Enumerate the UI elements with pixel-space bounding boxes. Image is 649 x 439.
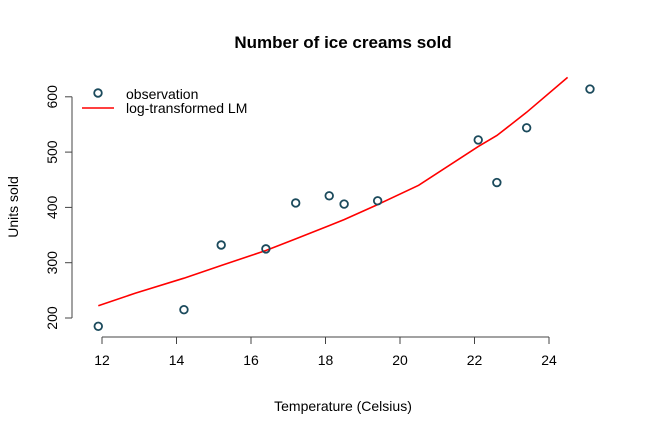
x-tick-label: 18 [318,352,334,368]
legend-point-swatch [93,88,103,98]
observation-point [585,84,595,94]
legend-label: observation [126,86,198,102]
observation-point [492,177,502,188]
observation-point [473,135,483,145]
x-tick-label: 20 [392,352,408,368]
x-tick-label: 12 [94,352,110,368]
fit-line [98,76,569,307]
y-tick-label: 300 [44,251,60,275]
observation-point [216,240,226,250]
y-tick-label: 200 [44,306,60,330]
observation-point [93,321,103,331]
x-tick-label: 24 [541,352,557,368]
y-tick-label: 600 [44,85,60,109]
x-axis-label: Temperature (Celsius) [274,398,412,414]
observation-point [372,196,383,206]
observation-point [521,123,532,133]
x-tick-label: 14 [169,352,185,368]
x-tick-label: 22 [467,352,483,368]
chart-title: Number of ice creams sold [234,33,451,52]
y-axis-label: Units sold [5,176,21,237]
observation-point [179,305,189,315]
observation-point [261,244,271,254]
y-tick-label: 400 [44,196,60,220]
observation-point [324,191,334,201]
observation-point [339,199,349,209]
axes: 12 14 16 18 20 22 24 200 300 400 500 600 [44,85,557,368]
observation-point [291,198,301,208]
observation-points-layer [93,84,595,331]
y-tick-label: 500 [44,140,60,164]
x-tick-label: 16 [243,352,259,368]
legend-label: log-transformed LM [126,100,247,116]
fit-line-layer [98,76,569,307]
